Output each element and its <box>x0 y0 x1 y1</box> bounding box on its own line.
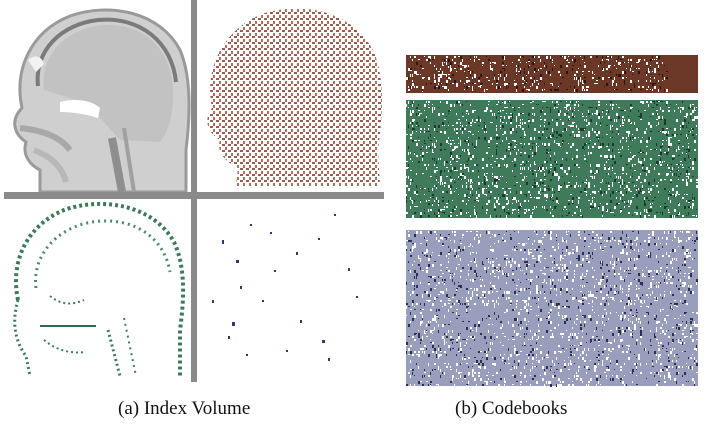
brown-dotted-head-panel <box>198 0 384 192</box>
index-volume-figure <box>4 0 384 382</box>
lavender-codebook-strip <box>406 230 698 387</box>
horizontal-divider <box>4 192 384 199</box>
green-codebook-strip <box>406 100 698 218</box>
vertical-divider <box>191 0 197 382</box>
grayscale-head-panel <box>4 0 191 194</box>
codebooks-figure <box>406 55 698 387</box>
brown-codebook-strip <box>406 55 698 93</box>
green-contour-head-panel <box>4 200 190 382</box>
blue-sparse-dots-panel <box>198 200 384 382</box>
caption-index-volume: (a) Index Volume <box>118 398 251 419</box>
caption-codebooks: (b) Codebooks <box>455 398 568 419</box>
